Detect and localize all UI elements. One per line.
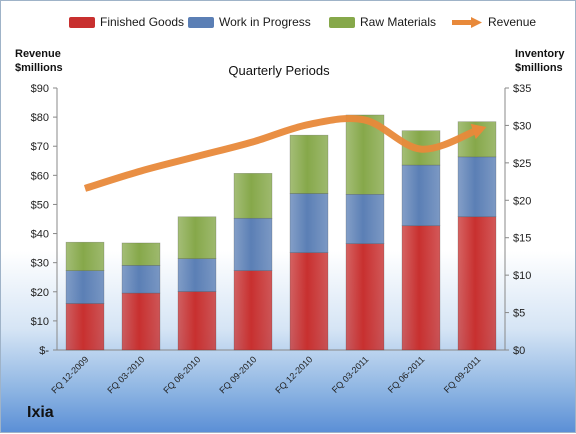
legend-label-raw-materials: Raw Materials xyxy=(360,15,437,29)
category-label: FQ 09-2010 xyxy=(217,354,258,395)
left-tick-label: $20 xyxy=(31,287,49,299)
right-tick-label: $5 xyxy=(513,308,525,320)
revenue-arrowhead xyxy=(470,123,487,140)
left-tick-label: $60 xyxy=(31,170,49,182)
right-tick-label: $10 xyxy=(513,270,531,282)
right-tick-label: $25 xyxy=(513,158,531,170)
left-tick-label: $70 xyxy=(31,141,49,153)
bar-work-in-progress xyxy=(289,193,329,253)
legend-label-finished-goods: Finished Goods xyxy=(100,15,185,29)
left-tick-label: $40 xyxy=(31,229,49,241)
right-axis-title-line2: $millions xyxy=(515,62,563,74)
right-axis-title-line1: Inventory xyxy=(515,48,565,60)
legend-item-finished-goods: Finished Goods xyxy=(69,15,184,29)
legend-item-revenue: Revenue xyxy=(451,15,536,29)
left-tick-label: $30 xyxy=(31,258,49,270)
bar-raw-materials xyxy=(65,241,105,271)
right-tick-label: $0 xyxy=(513,345,525,357)
bar-work-in-progress xyxy=(345,193,385,245)
bar-finished-goods xyxy=(233,270,273,351)
category-label: FQ 03-2010 xyxy=(105,354,146,395)
bar-raw-materials xyxy=(289,134,329,194)
left-tick-label: $- xyxy=(39,345,49,357)
legend-swatch-raw-materials xyxy=(329,16,355,28)
category-label: FQ 12-2010 xyxy=(273,354,314,395)
legend-label-revenue: Revenue xyxy=(488,15,537,29)
left-tick-label: $50 xyxy=(31,199,49,211)
bar-work-in-progress xyxy=(121,265,161,294)
right-axis-title: Inventory $millions xyxy=(515,47,565,75)
bar-work-in-progress xyxy=(233,217,273,271)
category-label: FQ 12-2009 xyxy=(49,354,90,395)
legend-item-work-in-progress: Work in Progress xyxy=(188,15,311,29)
category-label: FQ 06-2011 xyxy=(386,354,427,395)
bar-finished-goods xyxy=(457,216,497,351)
legend-swatch-work-in-progress xyxy=(188,16,214,28)
left-axis-title: Revenue $millions xyxy=(15,47,63,75)
legend-item-raw-materials: Raw Materials xyxy=(329,15,436,29)
bar-work-in-progress xyxy=(457,156,497,218)
category-label: FQ 03-2011 xyxy=(330,354,371,395)
bar-finished-goods xyxy=(177,291,217,351)
right-tick-label: $35 xyxy=(513,83,531,95)
bar-work-in-progress xyxy=(65,270,105,304)
left-axis-title-line1: Revenue xyxy=(15,48,61,60)
legend-label-work-in-progress: Work in Progress xyxy=(219,15,311,29)
bar-finished-goods xyxy=(65,303,105,351)
right-tick-label: $15 xyxy=(513,233,531,245)
bar-raw-materials xyxy=(177,216,217,259)
right-tick-label: $30 xyxy=(513,120,531,132)
category-label: FQ 09-2011 xyxy=(442,354,483,395)
right-tick-label: $20 xyxy=(513,195,531,207)
bar-finished-goods xyxy=(401,225,441,351)
category-label: FQ 06-2010 xyxy=(161,354,202,395)
bar-finished-goods xyxy=(345,243,385,351)
left-tick-label: $90 xyxy=(31,83,49,95)
chart-title: Quarterly Periods xyxy=(228,63,330,78)
bar-work-in-progress xyxy=(177,258,217,292)
bar-raw-materials xyxy=(121,242,161,266)
left-tick-label: $80 xyxy=(31,112,49,124)
bar-finished-goods xyxy=(121,292,161,351)
brand-name: Ixia xyxy=(27,404,54,421)
legend-swatch-finished-goods xyxy=(69,16,95,28)
legend: Finished Goods Work in Progress Raw Mate… xyxy=(1,15,576,35)
bar-finished-goods xyxy=(289,252,329,351)
legend-swatch-revenue xyxy=(452,16,482,28)
left-axis-title-line2: $millions xyxy=(15,62,63,74)
left-tick-label: $10 xyxy=(31,316,49,328)
revenue-line xyxy=(83,114,479,192)
bar-raw-materials xyxy=(233,173,273,219)
bar-work-in-progress xyxy=(401,164,441,227)
